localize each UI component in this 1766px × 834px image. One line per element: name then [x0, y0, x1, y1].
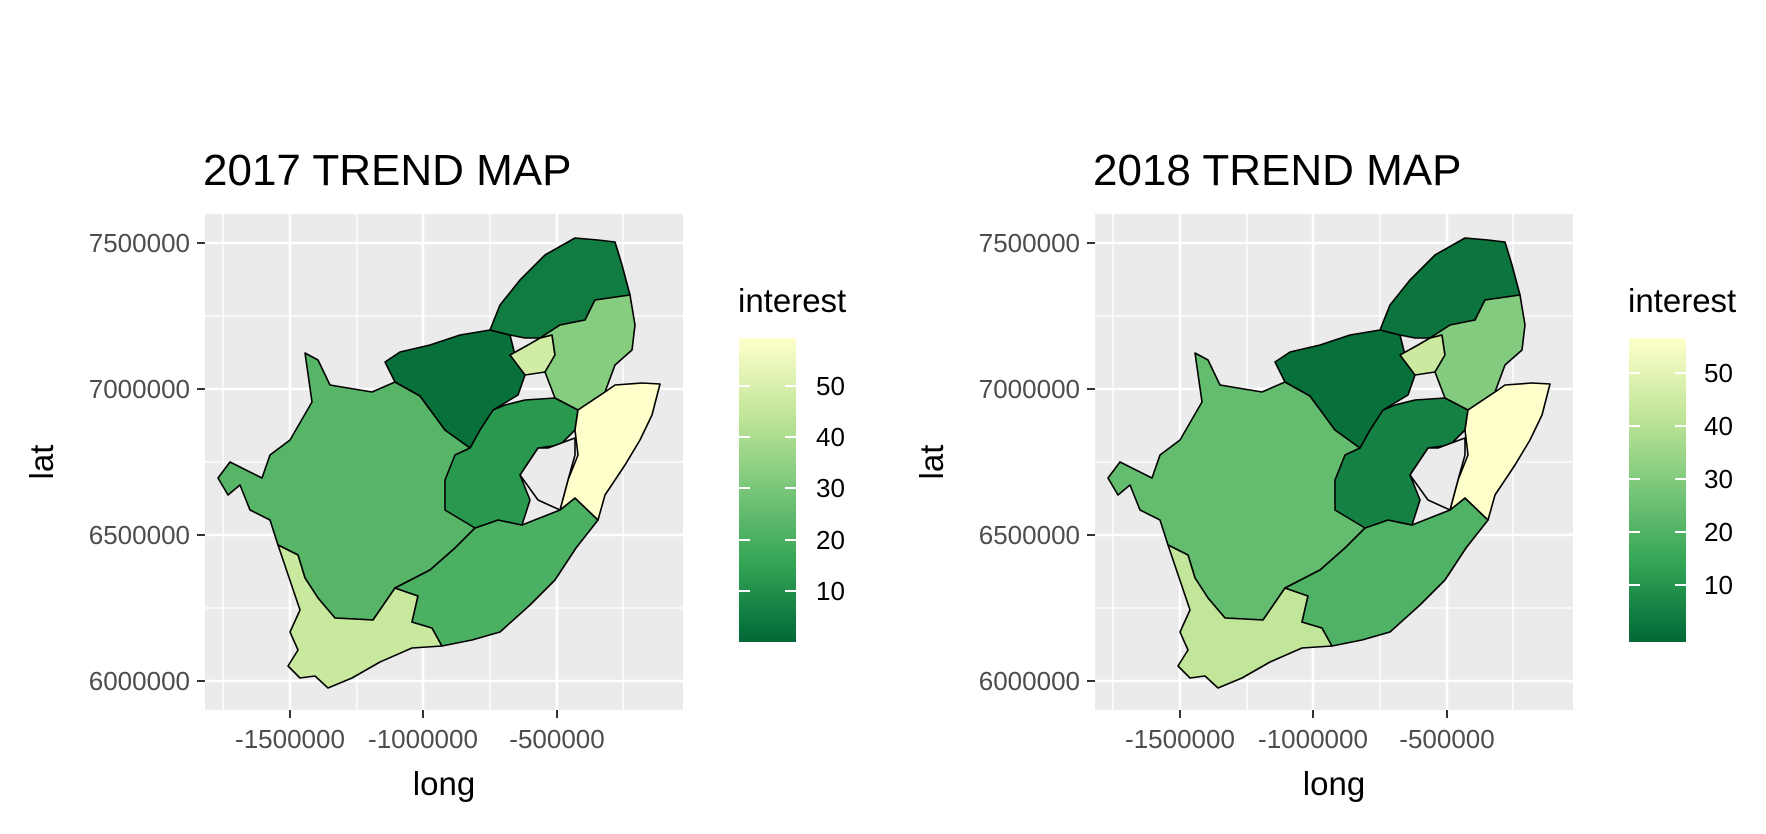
y-axis-title: lat [23, 445, 60, 480]
legend-tick-label: 20 [1704, 517, 1733, 547]
y-tick-label: 7500000 [979, 228, 1080, 258]
legend-tick-label: 30 [1704, 464, 1733, 494]
map-panel-2017: 2017 TREND MAP [23, 146, 846, 802]
region-mpumalanga [1429, 294, 1526, 411]
region-limpopo [1379, 237, 1521, 339]
x-axis-title: long [413, 765, 475, 802]
region-limpopo [489, 237, 631, 339]
legend-tick-label: 40 [816, 422, 845, 452]
region-western-cape [1167, 544, 1333, 689]
legend-colorbar [1629, 338, 1686, 642]
y-tick-label: 7000000 [979, 374, 1080, 404]
y-tick-label: 6000000 [89, 666, 190, 696]
legend: interest 10 20 30 40 50 [1628, 282, 1736, 642]
legend-tick-label: 40 [1704, 411, 1733, 441]
region-kwazulu-natal [559, 382, 661, 521]
y-axis: 7500000 7000000 6500000 6000000 lat [913, 228, 1095, 696]
y-tick-label: 6500000 [979, 520, 1080, 550]
x-tick-label: -500000 [1399, 724, 1494, 754]
legend-tick-label: 50 [1704, 358, 1733, 388]
y-tick-label: 7500000 [89, 228, 190, 258]
lesotho-hole [519, 437, 576, 511]
region-north-west [1274, 329, 1416, 449]
region-western-cape [277, 544, 443, 689]
legend-colorbar [739, 338, 796, 642]
y-tick-label: 7000000 [89, 374, 190, 404]
x-axis-title: long [1303, 765, 1365, 802]
legend-title: interest [738, 282, 846, 319]
map-title: 2018 TREND MAP [1093, 146, 1461, 195]
map-panel-2018: 2018 TREND MAP [913, 146, 1736, 802]
legend-title: interest [1628, 282, 1736, 319]
regions [1107, 237, 1551, 689]
region-kwazulu-natal [1449, 382, 1551, 521]
x-tick-label: -1500000 [235, 724, 345, 754]
legend-tick-label: 10 [1704, 570, 1733, 600]
x-tick-label: -1000000 [368, 724, 478, 754]
legend: interest 10 20 30 40 50 [738, 282, 846, 642]
map-title: 2017 TREND MAP [203, 146, 571, 195]
y-tick-label: 6000000 [979, 666, 1080, 696]
y-axis-title: lat [913, 445, 950, 480]
x-axis: -1500000 -1000000 -500000 long [1125, 710, 1495, 802]
x-tick-label: -1500000 [1125, 724, 1235, 754]
x-tick-label: -500000 [509, 724, 604, 754]
lesotho-hole [1409, 437, 1466, 511]
legend-tick-label: 20 [816, 525, 845, 555]
region-north-west [384, 329, 526, 449]
y-axis: 7500000 7000000 6500000 6000000 lat [23, 228, 205, 696]
y-tick-label: 6500000 [89, 520, 190, 550]
legend-tick-label: 10 [816, 576, 845, 606]
legend-tick-label: 30 [816, 473, 845, 503]
x-tick-label: -1000000 [1258, 724, 1368, 754]
region-mpumalanga [539, 294, 636, 411]
regions [217, 237, 661, 689]
x-axis: -1500000 -1000000 -500000 long [235, 710, 605, 802]
legend-tick-label: 50 [816, 371, 845, 401]
